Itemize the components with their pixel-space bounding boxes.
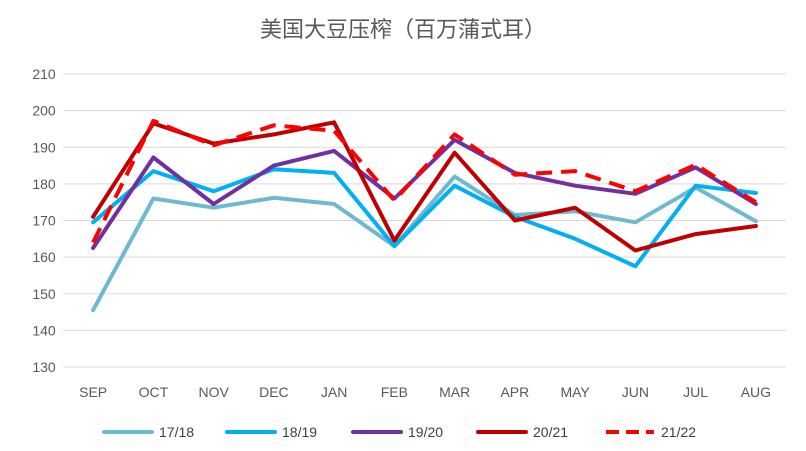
x-tick-label: SEP — [79, 384, 107, 400]
x-tick-label: APR — [500, 384, 529, 400]
y-axis-ticks: 130 140 150 160 170 180 190 200 210 — [32, 66, 56, 375]
x-tick-label: NOV — [198, 384, 229, 400]
x-tick-label: FEB — [381, 384, 408, 400]
x-tick-label: JAN — [321, 384, 347, 400]
legend-label: 18/19 — [282, 424, 317, 440]
y-tick-label: 200 — [32, 103, 56, 119]
x-tick-label: AUG — [741, 384, 771, 400]
y-tick-label: 180 — [32, 176, 56, 192]
y-tick-label: 160 — [32, 249, 56, 265]
gridlines — [63, 73, 786, 368]
y-tick-label: 130 — [32, 359, 56, 375]
y-tick-label: 190 — [32, 139, 56, 155]
x-tick-label: MAY — [560, 384, 590, 400]
legend-label: 19/20 — [408, 424, 443, 440]
y-tick-label: 170 — [32, 213, 56, 229]
y-tick-label: 210 — [32, 66, 56, 82]
legend-label: 17/18 — [159, 424, 194, 440]
x-tick-label: OCT — [139, 384, 169, 400]
x-tick-label: MAR — [439, 384, 470, 400]
legend-label: 20/21 — [533, 424, 568, 440]
series-lines — [91, 118, 758, 313]
series-line-21-22 — [91, 118, 757, 244]
x-tick-label: JUL — [683, 384, 708, 400]
x-axis-ticks: SEP OCT NOV DEC JAN FEB MAR APR MAY JUN JUL AUG — [79, 384, 771, 400]
x-tick-label: DEC — [259, 384, 289, 400]
y-tick-label: 140 — [32, 322, 56, 338]
series-line-17-18 — [91, 174, 758, 313]
legend: 17/18 18/19 19/20 20/21 21/22 — [102, 424, 696, 440]
x-tick-label: JUN — [622, 384, 649, 400]
series-line-18-19 — [91, 167, 758, 269]
legend-label: 21/22 — [661, 424, 696, 440]
chart-title: 美国大豆压榨（百万蒲式耳） — [260, 18, 546, 43]
y-tick-label: 150 — [32, 286, 56, 302]
